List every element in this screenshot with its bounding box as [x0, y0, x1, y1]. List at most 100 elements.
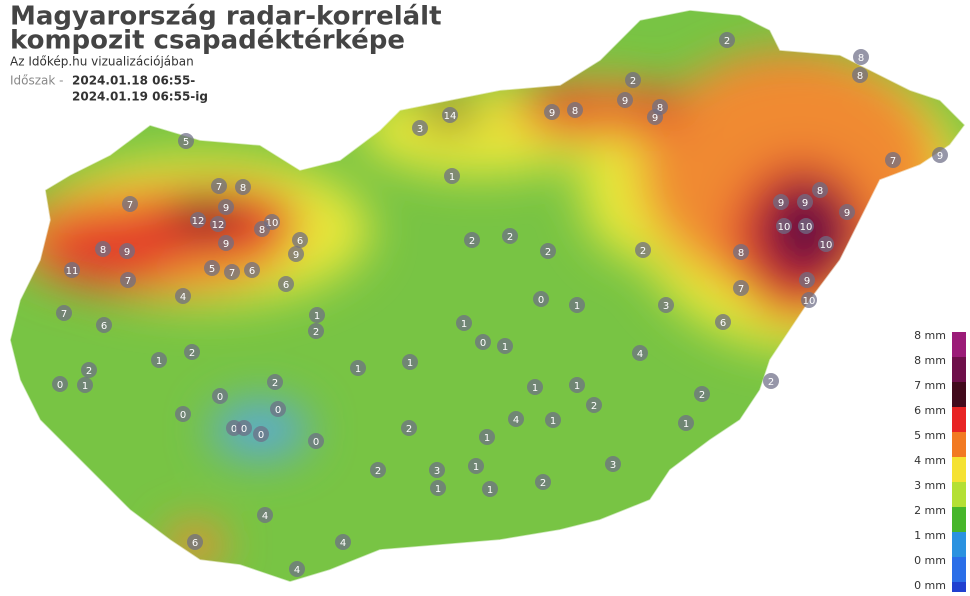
station-marker [292, 232, 308, 248]
station-value: 2 [313, 327, 319, 338]
station-value: 10 [800, 222, 813, 233]
station-value: 2 [189, 348, 195, 359]
station-value: 9 [124, 247, 130, 258]
station-value: 8 [738, 248, 744, 259]
station-marker [715, 314, 731, 330]
station-value: 11 [66, 266, 79, 277]
station-value: 8 [240, 183, 246, 194]
legend-label: 2 mm [914, 504, 946, 517]
station-value: 7 [890, 156, 896, 167]
station-marker [254, 221, 270, 237]
station-value: 5 [183, 137, 189, 148]
station-value: 7 [738, 284, 744, 295]
station-marker [178, 133, 194, 149]
station-marker [617, 92, 633, 108]
station-value: 6 [101, 321, 107, 332]
station-value: 1 [550, 416, 556, 427]
station-marker [236, 420, 252, 436]
station-marker [632, 345, 648, 361]
station-value: 1 [435, 484, 441, 495]
station-marker [77, 377, 93, 393]
station-marker [257, 507, 273, 523]
legend-swatch [952, 507, 966, 532]
station-marker [852, 67, 868, 83]
subtitle: Az Időkép.hu vizualizációjában [10, 55, 194, 69]
station-marker [430, 480, 446, 496]
station-marker [64, 262, 80, 278]
station-value: 8 [100, 245, 106, 256]
station-value: 12 [212, 220, 225, 231]
station-marker [545, 412, 561, 428]
station-marker [211, 178, 227, 194]
station-value: 1 [574, 301, 580, 312]
station-value: 12 [192, 216, 205, 227]
period-from: 2024.01.18 06:55- [72, 74, 195, 88]
station-marker [527, 379, 543, 395]
station-value: 2 [630, 76, 636, 87]
station-marker [479, 429, 495, 445]
station-marker [412, 120, 428, 136]
station-marker [468, 458, 484, 474]
station-value: 9 [223, 239, 229, 250]
station-marker [81, 362, 97, 378]
station-marker [540, 243, 556, 259]
station-marker [567, 102, 583, 118]
station-value: 0 [480, 338, 486, 349]
station-value: 4 [180, 292, 186, 303]
station-marker [932, 147, 948, 163]
station-marker [482, 481, 498, 497]
station-marker [224, 264, 240, 280]
station-marker [533, 291, 549, 307]
station-marker [442, 107, 458, 123]
station-marker [52, 376, 68, 392]
station-value: 1 [407, 358, 413, 369]
station-value: 2 [86, 366, 92, 377]
station-marker [122, 196, 138, 212]
station-marker [773, 194, 789, 210]
title: kompozit csapadéktérképe [10, 26, 405, 56]
station-value: 1 [314, 311, 320, 322]
station-value: 7 [125, 276, 131, 287]
station-value: 0 [275, 405, 281, 416]
station-marker [797, 194, 813, 210]
station-value: 7 [127, 200, 133, 211]
station-marker [212, 388, 228, 404]
station-marker [288, 246, 304, 262]
legend-label: 8 mm [914, 329, 946, 342]
station-marker [694, 386, 710, 402]
station-value: 6 [297, 236, 303, 247]
station-marker [402, 354, 418, 370]
legend-label: 7 mm [914, 379, 946, 392]
legend-swatch [952, 382, 966, 407]
station-marker [605, 456, 621, 472]
legend-label: 8 mm [914, 354, 946, 367]
station-value: 3 [417, 124, 423, 135]
legend-label: 3 mm [914, 479, 946, 492]
station-marker [569, 297, 585, 313]
station-value: 8 [817, 186, 823, 197]
station-value: 4 [294, 565, 300, 576]
station-value: 4 [340, 538, 346, 549]
station-value: 0 [180, 410, 186, 421]
station-marker [270, 401, 286, 417]
station-marker [801, 292, 817, 308]
station-value: 10 [820, 240, 833, 251]
station-value: 1 [574, 381, 580, 392]
station-marker [497, 338, 513, 354]
station-value: 2 [768, 377, 774, 388]
station-marker [678, 415, 694, 431]
station-value: 10 [266, 218, 279, 229]
station-value: 2 [272, 378, 278, 389]
station-marker [151, 352, 167, 368]
station-marker [798, 218, 814, 234]
station-marker [733, 280, 749, 296]
station-value: 0 [217, 392, 223, 403]
station-marker [187, 534, 203, 550]
station-marker [464, 232, 480, 248]
station-marker [235, 179, 251, 195]
station-marker [625, 72, 641, 88]
station-value: 2 [699, 390, 705, 401]
station-value: 1 [473, 462, 479, 473]
station-value: 10 [803, 296, 816, 307]
